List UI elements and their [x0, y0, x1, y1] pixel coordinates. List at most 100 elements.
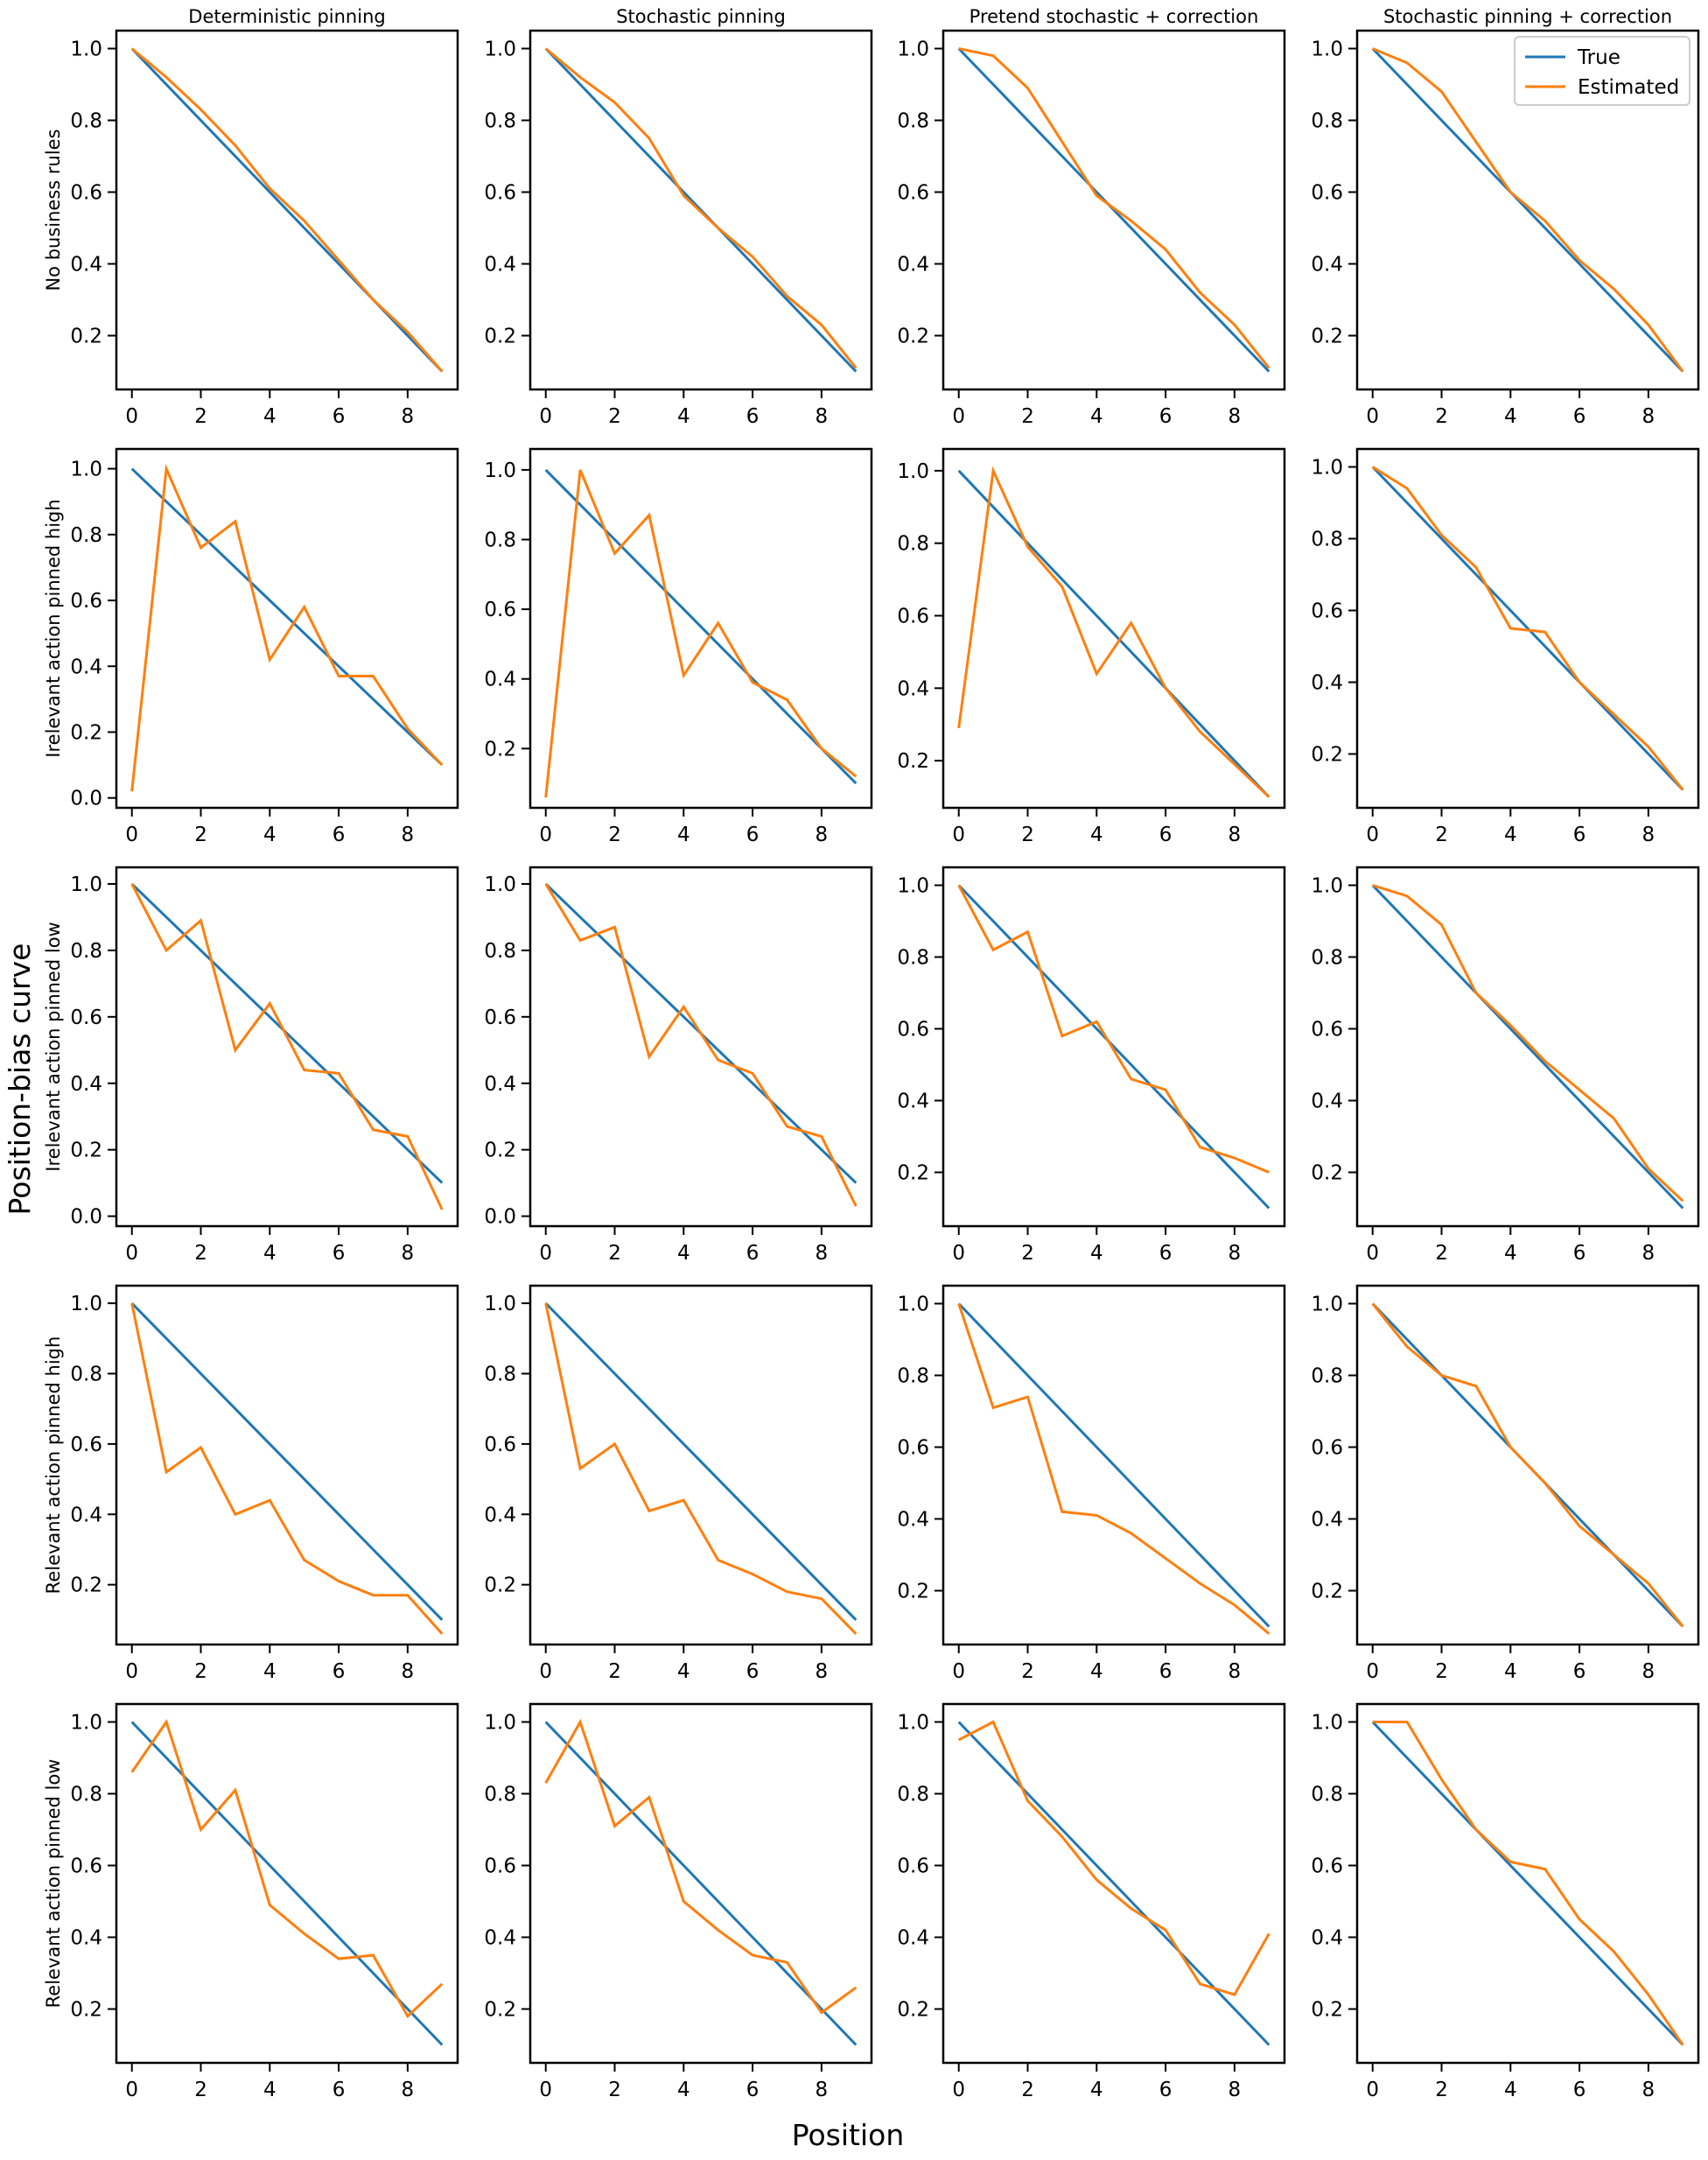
x-tick-label: 0 — [539, 405, 552, 428]
row-label-2: Irelevant action pinned low — [43, 922, 64, 1171]
panel-frame — [1355, 1702, 1700, 2065]
true-series-line — [957, 884, 1270, 1210]
x-tick-label: 0 — [125, 405, 138, 428]
x-tick-label: 6 — [746, 824, 760, 846]
y-tick-label: 0.4 — [484, 1073, 516, 1096]
estimated-series-line — [1372, 47, 1684, 373]
y-tick-label: 1.0 — [484, 39, 516, 61]
true-series-line — [957, 469, 1270, 798]
x-tick-label: 8 — [402, 405, 415, 428]
y-tick-label: 1.0 — [897, 39, 929, 61]
x-tick-label: 6 — [1573, 1660, 1586, 1683]
x-tick-label: 8 — [816, 405, 829, 428]
x-tick-label: 6 — [1573, 824, 1586, 846]
estimated-series-line — [130, 883, 444, 1210]
y-tick-label: 0.6 — [897, 182, 929, 205]
row-label-1: Irelevant action pinned high — [43, 499, 64, 757]
panel-r0-c1: 0.2 0.4 0.6 0.8 1.0 0 2 4 6 8 Stochastic pinning — [484, 6, 873, 428]
x-tick-label: 0 — [125, 1242, 138, 1265]
true-series-line — [957, 1302, 1270, 1628]
y-tick-label: 0.8 — [897, 110, 929, 133]
x-tick-label: 6 — [1159, 824, 1172, 846]
x-tick-label: 0 — [952, 824, 965, 846]
y-tick-label: 0.6 — [484, 1434, 516, 1456]
x-tick-label: 4 — [263, 1660, 276, 1683]
y-tick-label: 1.0 — [897, 460, 929, 483]
x-tick-label: 8 — [1642, 2079, 1656, 2101]
y-tick-label: 1.0 — [484, 1293, 516, 1315]
panel-r2-c0: 0.0 0.2 0.4 0.6 0.8 1.0 0 2 4 6 8 Irelevant action … — [43, 866, 459, 1265]
x-tick-label: 4 — [1504, 824, 1517, 846]
estimated-series-line — [544, 47, 858, 369]
panel-r4-c2: 0.2 0.4 0.6 0.8 1.0 0 2 4 6 8 — [897, 1702, 1286, 2101]
row-label-3: Relevant action pinned high — [43, 1336, 64, 1595]
x-tick-label: 8 — [1228, 405, 1242, 428]
y-tick-label: 0.0 — [484, 1206, 516, 1229]
y-tick-label: 0.8 — [1311, 529, 1343, 551]
y-tick-label: 0.6 — [897, 1855, 929, 1878]
y-tick-label: 0.2 — [1311, 1581, 1343, 1603]
x-tick-label: 6 — [1159, 1242, 1172, 1265]
y-tick-label: 0.2 — [70, 1999, 102, 2022]
panel-frame — [115, 866, 459, 1228]
y-tick-label: 0.8 — [484, 940, 516, 963]
x-tick-label: 2 — [1435, 405, 1448, 428]
x-tick-label: 0 — [952, 1242, 965, 1265]
x-tick-label: 4 — [1090, 405, 1103, 428]
y-tick-label: 0.6 — [70, 1006, 102, 1029]
x-tick-label: 4 — [1090, 1660, 1103, 1683]
y-tick-label: 0.8 — [70, 940, 102, 963]
panel-frame — [1355, 447, 1700, 810]
true-series-line — [957, 47, 1270, 373]
y-tick-label: 0.4 — [897, 1091, 929, 1113]
x-tick-label: 2 — [1021, 824, 1034, 846]
y-tick-label: 0.2 — [1311, 744, 1343, 767]
panel-frame — [942, 1702, 1286, 2065]
y-tick-label: 0.4 — [70, 1927, 102, 1950]
panel-r2-c3: 0.2 0.4 0.6 0.8 1.0 0 2 4 6 8 — [1311, 866, 1700, 1265]
y-tick-label: 0.6 — [484, 1006, 516, 1029]
y-tick-label: 0.6 — [70, 182, 102, 205]
x-tick-label: 8 — [1642, 405, 1656, 428]
y-tick-label: 1.0 — [70, 1293, 102, 1315]
x-tick-label: 2 — [1021, 405, 1034, 428]
x-tick-label: 4 — [677, 405, 690, 428]
estimated-series-line — [130, 1302, 444, 1635]
column-title-1: Stochastic pinning — [616, 6, 786, 27]
column-title-3: Stochastic pinning + correction — [1383, 6, 1672, 27]
x-tick-label: 2 — [1021, 1242, 1034, 1265]
true-series-line — [130, 1302, 444, 1621]
x-tick-label: 8 — [402, 1660, 415, 1683]
x-tick-label: 8 — [1228, 824, 1242, 846]
y-tick-label: 0.8 — [1311, 1365, 1343, 1388]
y-tick-label: 0.6 — [897, 1019, 929, 1041]
x-tick-label: 2 — [608, 824, 621, 846]
x-tick-label: 6 — [332, 405, 346, 428]
estimated-series-line — [544, 1718, 858, 2015]
y-tick-label: 1.0 — [484, 459, 516, 482]
panel-frame — [115, 447, 459, 810]
x-tick-label: 6 — [1573, 405, 1586, 428]
panel-frame — [1355, 1284, 1700, 1646]
estimated-series-line — [544, 883, 858, 1207]
panel-r2-c1: 0.0 0.2 0.4 0.6 0.8 1.0 0 2 4 6 8 — [484, 866, 873, 1265]
x-tick-label: 0 — [539, 824, 552, 846]
y-tick-label: 0.2 — [484, 1140, 516, 1162]
panel-frame — [528, 866, 873, 1228]
y-tick-label: 0.8 — [484, 110, 516, 133]
x-tick-label: 0 — [1366, 1242, 1379, 1265]
y-tick-label: 0.8 — [70, 110, 102, 133]
y-tick-label: 1.0 — [70, 873, 102, 896]
panel-r0-c3: 0.2 0.4 0.6 0.8 1.0 0 2 4 6 8 Stochastic pinning +… — [1311, 6, 1700, 428]
x-tick-label: 0 — [1366, 2079, 1379, 2101]
y-tick-label: 0.6 — [1311, 600, 1343, 623]
y-tick-label: 0.6 — [1311, 1019, 1343, 1041]
panel-r4-c3: 0.2 0.4 0.6 0.8 1.0 0 2 4 6 8 — [1311, 1702, 1700, 2101]
y-tick-label: 0.6 — [484, 1855, 516, 1878]
y-tick-label: 0.2 — [484, 738, 516, 761]
y-tick-label: 0.6 — [1311, 182, 1343, 205]
panels-grid: 0.2 0.4 0.6 0.8 1.0 0 2 4 6 8 Deterministic pinnin… — [43, 6, 1700, 2101]
y-tick-label: 1.0 — [484, 1712, 516, 1735]
x-tick-label: 6 — [746, 1660, 760, 1683]
x-tick-label: 4 — [1504, 1242, 1517, 1265]
